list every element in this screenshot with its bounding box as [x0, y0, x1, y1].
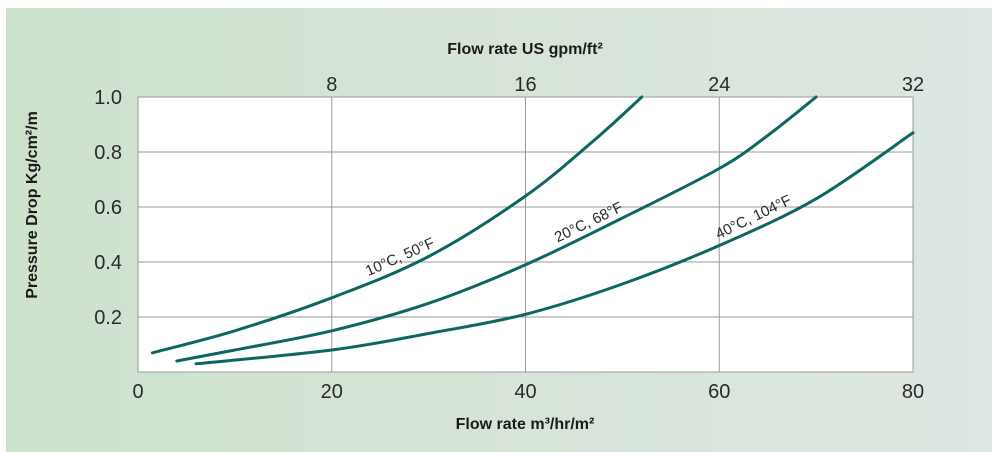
top-x-tick-label: 16: [514, 74, 536, 96]
plot-border: [137, 96, 914, 373]
series-curves: [151, 95, 915, 366]
y-tick-label: 0.4: [94, 252, 122, 274]
series-line-3: [194, 131, 915, 366]
y-tick-label: 0.6: [94, 197, 122, 219]
y-tick-label: 0.2: [94, 307, 122, 329]
x-tick-label: 40: [514, 381, 536, 403]
x-tick-label: 0: [132, 381, 143, 403]
tick-labels: 0 20 40 60 80 0.2 0.4 0.6 0.8 1.0 8 16 24 32: [94, 74, 924, 403]
y-tick-label: 0.8: [94, 142, 122, 164]
grid-lines: [137, 96, 914, 373]
top-x-tick-label: 32: [902, 74, 924, 96]
x-tick-label: 80: [902, 381, 924, 403]
x-tick-label: 60: [708, 381, 730, 403]
series-line-1: [151, 95, 644, 355]
y-tick-label: 1.0: [94, 87, 122, 109]
x-axis-title: Flow rate m³/hr/m²: [456, 416, 595, 433]
y-axis-title: Pressure Drop Kg/cm²/m: [24, 111, 41, 299]
series-line-2: [175, 95, 818, 363]
top-axis-title: Flow rate US gpm/ft²: [447, 41, 603, 58]
x-tick-label: 20: [321, 381, 343, 403]
top-x-tick-label: 8: [326, 74, 337, 96]
top-x-tick-label: 24: [708, 74, 730, 96]
